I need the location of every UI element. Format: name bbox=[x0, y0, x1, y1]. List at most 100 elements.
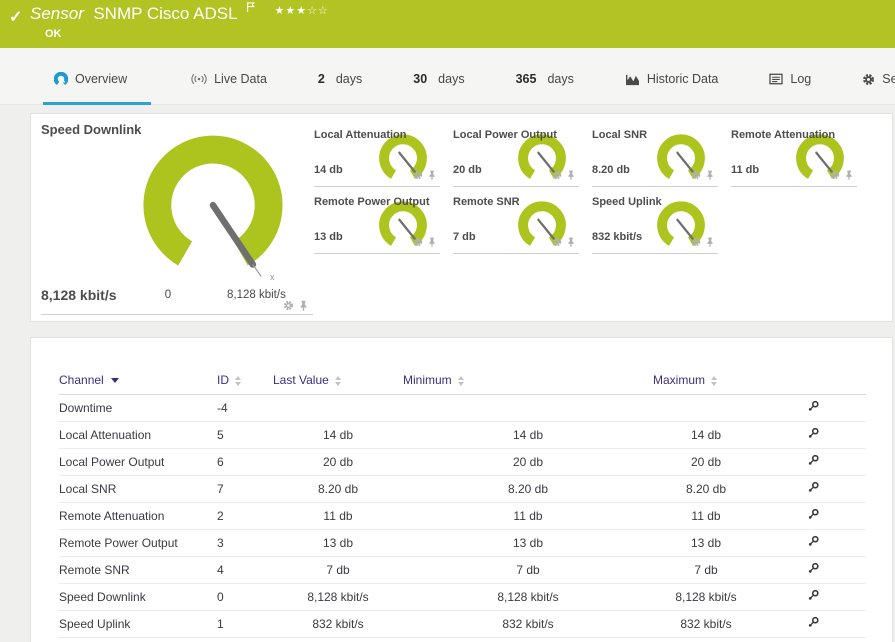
channels-panel: Channel ID Last Value Minimum Maximum Do… bbox=[30, 337, 893, 642]
gear-icon[interactable] bbox=[413, 170, 423, 180]
channel-settings-wrench-icon[interactable] bbox=[807, 508, 820, 521]
table-row: Remote Power Output 3 13 db 13 db 13 db bbox=[59, 529, 866, 557]
gauge-tile-remote-attenuation[interactable]: Remote Attenuation 11 db bbox=[731, 126, 860, 193]
tab-settings[interactable]: Settings bbox=[851, 72, 895, 105]
channel-last-value: 13 db bbox=[273, 529, 403, 557]
gauge-tile-remote-snr[interactable]: Remote SNR 7 db bbox=[453, 193, 582, 260]
channel-minimum: 8.20 db bbox=[403, 475, 653, 503]
mini-gauge bbox=[657, 201, 705, 246]
needle-tip-marker: x bbox=[270, 272, 275, 282]
gauge-tools bbox=[691, 170, 715, 180]
channel-id: 6 bbox=[209, 448, 273, 476]
gauge-value: 13 db bbox=[314, 231, 343, 243]
tab-2-days[interactable]: 2 days bbox=[307, 72, 373, 105]
sensor-kind-label: Sensor bbox=[30, 4, 84, 23]
column-header-last-value[interactable]: Last Value bbox=[273, 366, 403, 395]
gauges-panel: Speed Downlink x 0 8,128 kbit/s 8,128 kb… bbox=[30, 113, 893, 322]
gauge-value: 8.20 db bbox=[592, 164, 630, 176]
column-header-channel[interactable]: Channel bbox=[59, 366, 209, 395]
mini-gauge bbox=[379, 201, 427, 246]
gear-icon bbox=[863, 73, 875, 85]
pin-icon[interactable] bbox=[566, 170, 576, 180]
tab-live-data[interactable]: Live Data bbox=[180, 72, 278, 105]
pin-icon[interactable] bbox=[298, 300, 309, 311]
channel-actions bbox=[759, 556, 866, 584]
gauge-tile-speed-uplink[interactable]: Speed Uplink 832 kbit/s bbox=[592, 193, 721, 260]
gauge-tile-local-power-output[interactable]: Local Power Output 20 db bbox=[453, 126, 582, 193]
channel-last-value: 14 db bbox=[273, 421, 403, 449]
column-header-id[interactable]: ID bbox=[209, 366, 273, 395]
tab-label: days bbox=[547, 72, 574, 86]
stars-filled: ★★★ bbox=[274, 5, 308, 17]
pin-icon[interactable] bbox=[705, 237, 715, 247]
channel-maximum: 20 db bbox=[653, 448, 759, 476]
gauge-title: Local Power Output bbox=[453, 129, 557, 141]
tab-overview[interactable]: Overview bbox=[43, 72, 152, 105]
channel-minimum: 832 kbit/s bbox=[403, 610, 653, 638]
table-row: Speed Downlink 0 8,128 kbit/s 8,128 kbit… bbox=[59, 583, 866, 611]
channel-settings-wrench-icon[interactable] bbox=[807, 562, 820, 575]
gauge-tile-remote-power-output[interactable]: Remote Power Output 13 db bbox=[314, 193, 443, 260]
gear-icon[interactable] bbox=[691, 237, 701, 247]
gauge-tile-local-snr[interactable]: Local SNR 8.20 db bbox=[592, 126, 721, 193]
table-row: Local Attenuation 5 14 db 14 db 14 db bbox=[59, 421, 866, 449]
channel-id: 2 bbox=[209, 502, 273, 530]
table-row: Remote SNR 4 7 db 7 db 7 db bbox=[59, 556, 866, 584]
pin-icon[interactable] bbox=[566, 237, 576, 247]
table-row: Local Power Output 6 20 db 20 db 20 db bbox=[59, 448, 866, 476]
channel-settings-wrench-icon[interactable] bbox=[807, 400, 820, 413]
gauge-value: 7 db bbox=[453, 231, 476, 243]
channel-last-value: 20 db bbox=[273, 448, 403, 476]
channel-maximum: 11 db bbox=[653, 502, 759, 530]
channel-minimum: 11 db bbox=[403, 502, 653, 530]
tab-30-days[interactable]: 30 days bbox=[402, 72, 475, 105]
pin-icon[interactable] bbox=[844, 170, 854, 180]
channel-settings-wrench-icon[interactable] bbox=[807, 481, 820, 494]
table-row: Speed Uplink 1 832 kbit/s 832 kbit/s 832… bbox=[59, 610, 866, 638]
sort-icon bbox=[235, 375, 241, 386]
channel-minimum: 8,128 kbit/s bbox=[403, 583, 653, 611]
status-badge: OK bbox=[45, 28, 62, 40]
tab-number: 30 bbox=[413, 72, 428, 86]
gauge-tile-local-attenuation[interactable]: Local Attenuation 14 db bbox=[314, 126, 443, 193]
channel-last-value: 8,128 kbit/s bbox=[273, 583, 403, 611]
tab-log[interactable]: Log bbox=[758, 72, 822, 105]
gear-icon[interactable] bbox=[830, 170, 840, 180]
column-header-maximum[interactable]: Maximum bbox=[653, 366, 759, 395]
channel-settings-wrench-icon[interactable] bbox=[807, 427, 820, 440]
tab-label: days bbox=[438, 72, 465, 86]
channel-id: 4 bbox=[209, 556, 273, 584]
tab-historic-data[interactable]: Historic Data bbox=[614, 72, 730, 105]
pin-icon[interactable] bbox=[427, 237, 437, 247]
sort-icon bbox=[457, 375, 464, 386]
gear-icon[interactable] bbox=[283, 300, 294, 311]
priority-stars[interactable]: ★★★☆☆ bbox=[274, 5, 328, 17]
live-signal-icon bbox=[191, 73, 207, 85]
gauge-tools bbox=[552, 237, 576, 247]
channel-settings-wrench-icon[interactable] bbox=[807, 535, 820, 548]
main-gauge-underline bbox=[41, 314, 313, 315]
gear-icon[interactable] bbox=[413, 237, 423, 247]
main-gauge-value: 8,128 kbit/s bbox=[41, 287, 117, 303]
gear-icon[interactable] bbox=[552, 237, 562, 247]
tab-365-days[interactable]: 365 days bbox=[505, 72, 585, 105]
status-ok-check-icon: ✓ bbox=[9, 9, 23, 26]
channel-maximum: 7 db bbox=[653, 556, 759, 584]
pin-icon[interactable] bbox=[705, 170, 715, 180]
channel-settings-wrench-icon[interactable] bbox=[807, 454, 820, 467]
channel-last-value: 11 db bbox=[273, 502, 403, 530]
channel-actions bbox=[759, 583, 866, 611]
channel-minimum bbox=[403, 394, 653, 422]
gear-icon[interactable] bbox=[691, 170, 701, 180]
pin-icon[interactable] bbox=[427, 170, 437, 180]
channel-settings-wrench-icon[interactable] bbox=[807, 616, 820, 629]
gear-icon[interactable] bbox=[552, 170, 562, 180]
column-label: Channel bbox=[59, 372, 104, 387]
channel-maximum: 14 db bbox=[653, 421, 759, 449]
column-header-minimum[interactable]: Minimum bbox=[403, 366, 653, 395]
mini-gauge bbox=[657, 134, 705, 179]
gauge-value: 20 db bbox=[453, 164, 482, 176]
channel-settings-wrench-icon[interactable] bbox=[807, 589, 820, 602]
tab-label: Overview bbox=[75, 72, 128, 86]
channel-id: -4 bbox=[209, 394, 273, 422]
